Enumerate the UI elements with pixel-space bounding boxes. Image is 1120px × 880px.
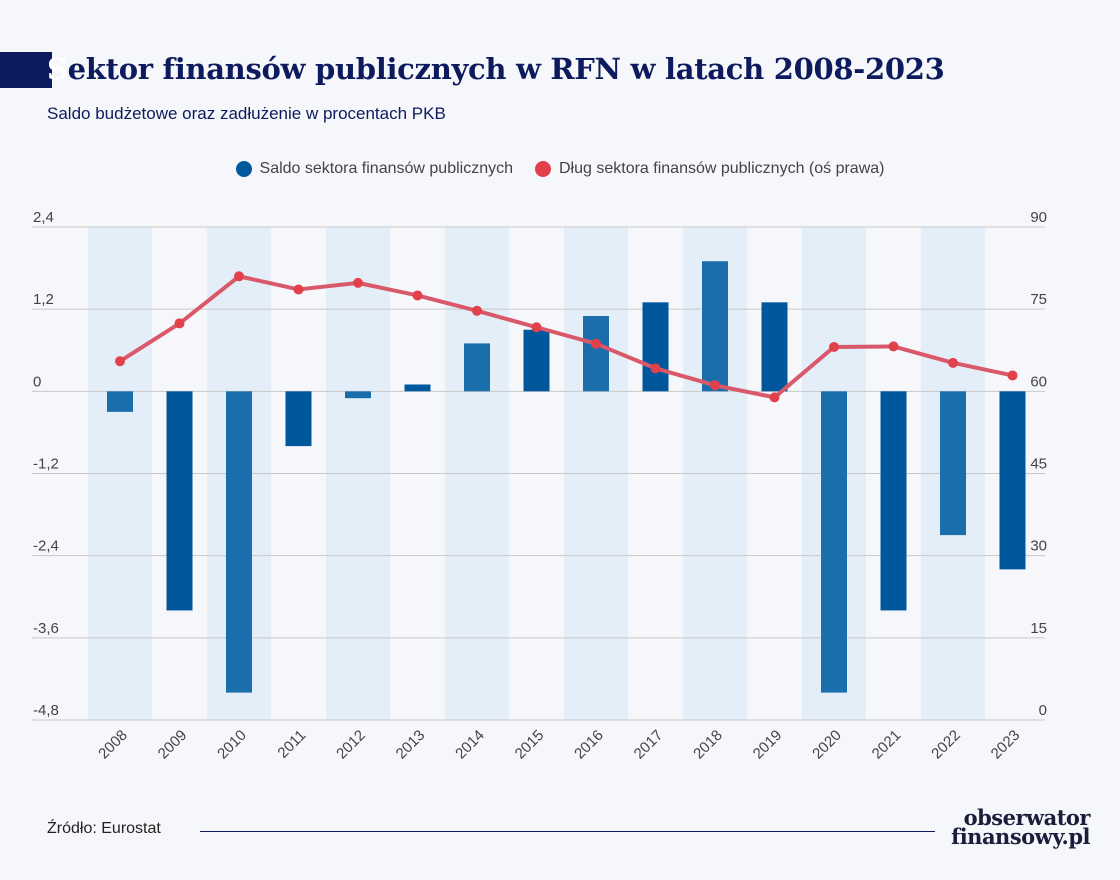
balance-bar: [464, 343, 490, 392]
balance-bar: [999, 391, 1026, 570]
year-label: 2019: [750, 727, 786, 763]
balance-bar: [761, 302, 788, 392]
year-label: 2014: [452, 727, 488, 763]
balance-bar: [523, 329, 550, 392]
balance-bar: [940, 391, 966, 536]
left-tick-label: 1,2: [33, 291, 54, 308]
debt-point: [710, 380, 720, 391]
debt-point: [293, 284, 304, 295]
balance-bar: [166, 391, 193, 611]
logo-line-1: obserwator: [963, 805, 1091, 830]
year-label: 2023: [988, 727, 1024, 763]
debt-point: [948, 357, 958, 368]
balance-bar: [404, 384, 431, 392]
right-tick-label: 75: [1030, 291, 1047, 308]
year-label: 2008: [95, 727, 131, 763]
year-label: 2009: [155, 727, 191, 763]
year-label: 2010: [214, 727, 250, 763]
left-tick-label: -4,8: [33, 702, 59, 719]
right-tick-label: 45: [1030, 456, 1047, 473]
left-tick-label: -2,4: [33, 538, 59, 555]
balance-bar: [345, 391, 371, 399]
year-label: 2012: [333, 727, 369, 763]
debt-point: [829, 341, 839, 352]
legend-item-balance: Saldo sektora finansów publicznych: [235, 160, 513, 178]
right-tick-label: 60: [1030, 373, 1047, 390]
balance-bar: [821, 391, 847, 693]
debt-point: [174, 318, 185, 329]
publisher-logo: obserwator finansowy.pl: [950, 805, 1091, 849]
debt-point: [650, 363, 661, 374]
title-accent-block: [0, 52, 52, 88]
year-label: 2015: [512, 727, 548, 763]
balance-bar: [880, 391, 907, 611]
debt-point: [591, 338, 601, 349]
balance-bar: [285, 391, 312, 447]
title-text: ektor finansów publicznych w RFN w latac…: [67, 52, 945, 86]
legend: Saldo sektora finansów publicznych Dług …: [0, 160, 1120, 178]
debt-point: [353, 277, 363, 288]
balance-bar: [642, 302, 669, 392]
left-tick-label: 0: [33, 373, 41, 390]
year-label: 2022: [928, 727, 964, 763]
right-tick-label: 15: [1030, 620, 1047, 637]
balance-bar: [702, 261, 728, 392]
year-label: 2020: [809, 727, 845, 763]
year-label: 2018: [690, 727, 726, 763]
title-initial: S: [47, 52, 68, 86]
year-label: 2013: [393, 727, 429, 763]
legend-balance-marker: [235, 161, 252, 177]
debt-point: [531, 322, 542, 333]
debt-line: [118, 274, 1013, 400]
balance-bar: [583, 316, 609, 392]
debt-point: [1007, 370, 1018, 381]
debt-point: [412, 290, 423, 301]
right-tick-label: 0: [1039, 702, 1047, 719]
balance-bar: [226, 391, 252, 693]
year-label: 2016: [571, 727, 607, 763]
year-label: 2017: [631, 727, 667, 763]
left-tick-label: -3,6: [33, 620, 59, 637]
chart-title: Sektor finansów publicznych w RFN w lata…: [47, 52, 945, 86]
legend-item-debt: Dług sektora finansów publicznych (oś pr…: [535, 160, 884, 178]
debt-point: [769, 392, 780, 403]
right-tick-label: 30: [1030, 538, 1047, 555]
balance-bar: [107, 391, 133, 412]
year-label: 2011: [274, 727, 309, 762]
left-tick-label: -1,2: [33, 456, 59, 473]
debt-point: [115, 356, 125, 367]
legend-debt-label: Dług sektora finansów publicznych (oś pr…: [559, 160, 885, 177]
chart-subtitle: Saldo budżetowe oraz zadłużenie w procen…: [47, 104, 446, 123]
legend-balance-label: Saldo sektora finansów publicznych: [259, 160, 513, 177]
logo-line-2: finansowy.pl: [951, 824, 1090, 849]
year-label: 2021: [869, 727, 905, 763]
debt-point: [472, 305, 482, 316]
legend-debt-marker: [535, 161, 551, 177]
left-tick-label: 2,4: [33, 209, 54, 226]
debt-point: [888, 341, 899, 352]
debt-point: [234, 271, 244, 282]
footer-divider: [200, 831, 935, 832]
right-tick-label: 90: [1030, 209, 1047, 226]
source-note: Źródło: Eurostat: [47, 820, 161, 837]
